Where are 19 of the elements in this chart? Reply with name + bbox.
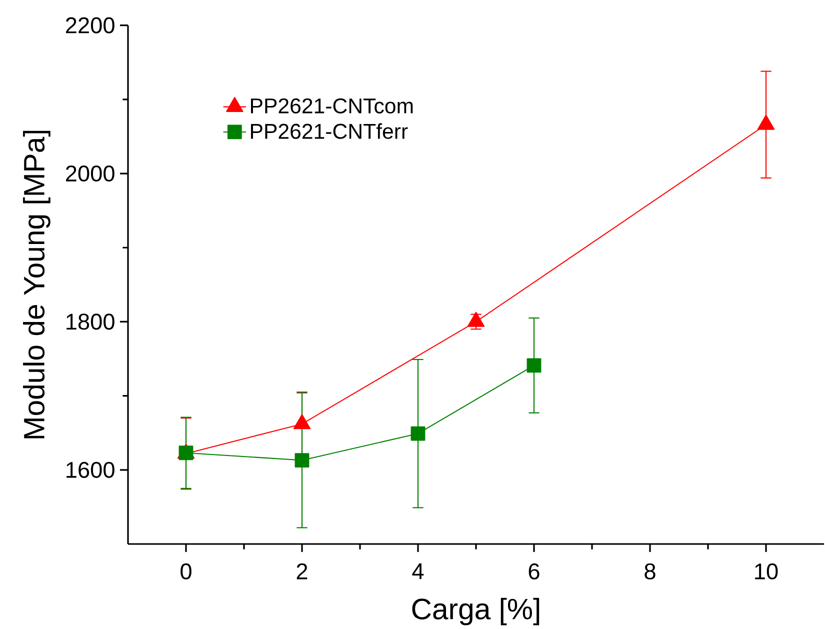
x-tick-label: 6	[528, 563, 540, 580]
y-tick-label: 1800	[66, 314, 114, 330]
x-tick-label: 10	[755, 563, 778, 580]
x-tick-label: 8	[644, 563, 656, 580]
legend-label: PP2621-CNTcom	[251, 98, 413, 114]
x-tick-label: 0	[180, 563, 192, 580]
y-tick-label: 1600	[66, 462, 114, 478]
point	[294, 453, 310, 468]
x-tick-label: 4	[412, 563, 424, 579]
x-axis-title: Carga [%]	[412, 598, 540, 626]
point	[467, 312, 485, 327]
y-axis-title: Modulo de Young [MPa]	[23, 130, 50, 438]
point	[410, 426, 426, 441]
point	[526, 358, 542, 373]
y-tick-label: 2000	[66, 165, 114, 182]
y-tick-label: 2200	[66, 17, 114, 34]
legend-label: PP2621-CNTferr	[251, 123, 408, 139]
point	[757, 114, 775, 130]
x-tick-label: 2	[296, 563, 308, 580]
